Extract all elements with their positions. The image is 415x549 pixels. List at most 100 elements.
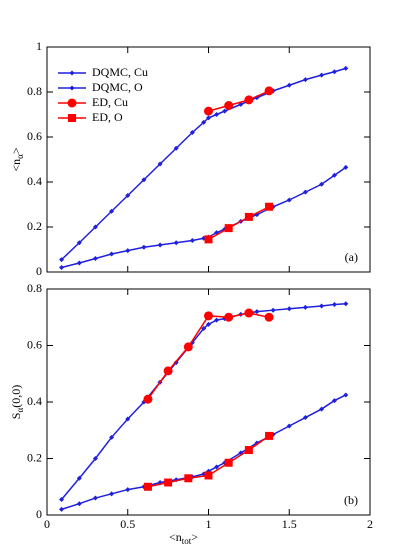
y-axis-label-main: S	[9, 413, 23, 420]
x-tick-label: 1	[206, 517, 212, 531]
marker	[286, 306, 292, 312]
marker	[265, 202, 274, 211]
series-line	[208, 206, 270, 241]
y-tick-label: 0.6	[27, 337, 42, 351]
marker	[109, 434, 115, 440]
marker	[343, 65, 349, 71]
marker	[163, 366, 173, 376]
marker	[92, 256, 98, 261]
y-axis-label: <nα>	[9, 147, 25, 172]
y-axis-label-end: (0,0)	[9, 385, 23, 408]
marker	[302, 189, 308, 195]
marker	[157, 161, 163, 167]
marker	[244, 95, 254, 105]
x-tick-label: 0.5	[120, 517, 135, 531]
y-tick-label: 0.6	[27, 129, 42, 143]
marker	[59, 257, 65, 263]
marker	[125, 193, 131, 198]
marker	[265, 431, 274, 440]
legend-label: DQMC, Cu	[92, 65, 148, 79]
marker	[204, 235, 213, 244]
x-axis-label-end: >	[191, 530, 198, 544]
series-line	[60, 302, 346, 500]
marker	[319, 406, 325, 412]
marker	[214, 317, 220, 323]
marker	[92, 456, 98, 461]
marker	[141, 244, 147, 250]
y-axis-label-end: >	[9, 147, 23, 154]
y-tick-label: 0.8	[27, 84, 42, 98]
marker	[343, 164, 349, 170]
y-axis-label: Sα(0,0)	[9, 385, 25, 419]
marker	[331, 172, 337, 178]
marker	[302, 304, 308, 310]
marker	[173, 145, 179, 151]
marker	[109, 251, 115, 257]
marker	[204, 471, 213, 480]
marker	[76, 240, 82, 246]
y-tick-label: 0.4	[27, 394, 42, 408]
panel-label: (b)	[344, 493, 358, 507]
legend-label: ED, O	[92, 110, 123, 124]
legend-label: ED, Cu	[92, 95, 128, 109]
marker	[319, 303, 325, 309]
marker	[157, 242, 163, 248]
marker	[331, 302, 337, 308]
x-tick-label: 0	[44, 517, 50, 531]
marker	[319, 181, 325, 187]
marker	[109, 208, 115, 214]
marker	[76, 475, 82, 481]
series-line	[61, 166, 347, 269]
marker	[141, 177, 147, 183]
legend-marker	[69, 85, 75, 91]
marker	[224, 312, 234, 322]
marker	[286, 423, 292, 429]
x-tick-label: 1.5	[282, 517, 297, 531]
marker	[302, 77, 308, 83]
marker	[270, 307, 276, 313]
marker	[224, 224, 233, 233]
marker	[214, 464, 220, 470]
marker	[264, 312, 274, 322]
marker	[143, 482, 152, 491]
x-axis-label: <ntot>	[169, 530, 198, 546]
marker	[331, 398, 337, 404]
y-tick-label: 0	[36, 264, 42, 278]
y-tick-label: 0.8	[27, 281, 42, 295]
marker	[264, 86, 274, 96]
marker	[204, 311, 213, 321]
legend-label: DQMC, O	[92, 80, 143, 94]
marker	[286, 82, 292, 88]
y-axis-label-main: <n	[9, 159, 23, 172]
marker	[201, 119, 207, 125]
y-axis-label-sub: α	[15, 408, 25, 413]
y-tick-label: 1	[36, 39, 42, 53]
marker	[222, 108, 228, 114]
marker	[319, 72, 325, 78]
marker	[92, 495, 98, 501]
marker	[125, 416, 131, 422]
legend-marker	[69, 70, 75, 76]
marker	[244, 308, 254, 318]
marker	[331, 69, 337, 75]
marker	[109, 491, 115, 497]
y-tick-label: 0	[36, 507, 42, 521]
legend-marker	[68, 114, 76, 122]
marker	[59, 265, 65, 270]
marker	[254, 309, 260, 315]
series-line	[208, 90, 270, 112]
marker	[204, 106, 213, 116]
marker	[164, 478, 173, 487]
marker	[189, 238, 195, 243]
marker	[254, 212, 260, 218]
marker	[286, 197, 292, 203]
marker	[76, 501, 82, 507]
series-line	[61, 394, 347, 511]
marker	[201, 326, 207, 332]
marker	[224, 458, 233, 467]
x-axis-label-main: <n	[169, 530, 182, 544]
marker	[143, 394, 153, 404]
x-tick-label: 2	[367, 517, 373, 531]
marker	[59, 496, 65, 502]
